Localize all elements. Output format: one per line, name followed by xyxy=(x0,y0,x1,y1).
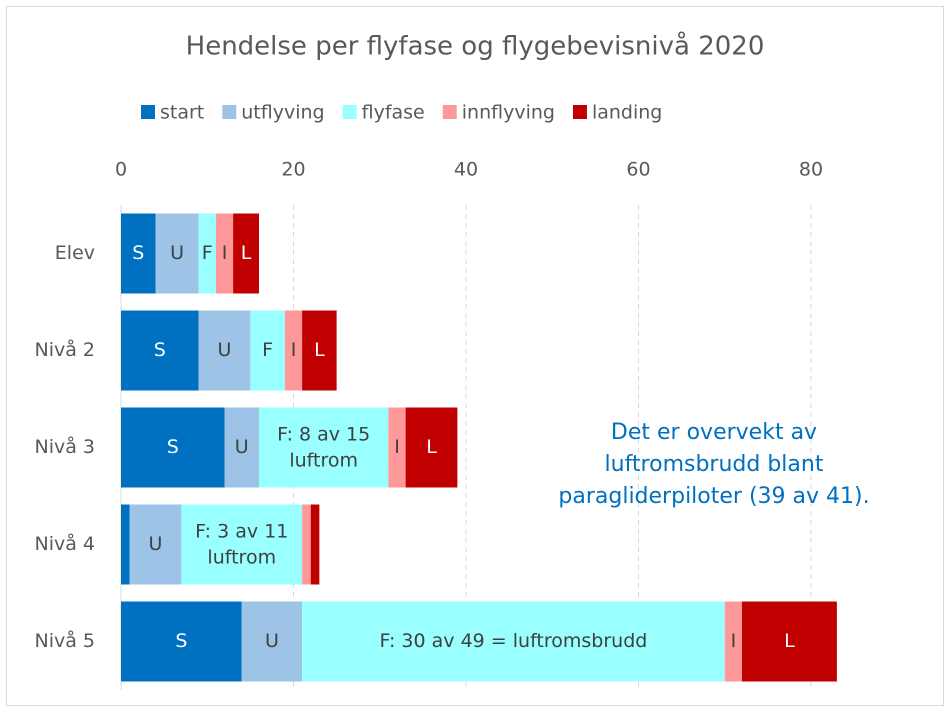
data-label: I xyxy=(222,242,228,264)
data-label: S xyxy=(175,630,187,652)
bar-segment xyxy=(742,601,837,682)
y-tick-label: Nivå 4 xyxy=(34,532,95,555)
bar-segment xyxy=(302,601,725,682)
bar-segment xyxy=(405,407,458,488)
data-label: S xyxy=(167,436,179,458)
bar-segment xyxy=(121,601,242,682)
data-label: U xyxy=(218,339,232,361)
bar-segment xyxy=(241,601,303,682)
data-label: U xyxy=(265,630,279,652)
legend-swatch xyxy=(442,105,457,119)
data-label: F xyxy=(202,242,213,264)
legend-label: landing xyxy=(592,102,662,124)
chart-title: Hendelse per flyfase og flygebevisnivå 2… xyxy=(186,31,765,62)
data-label: U xyxy=(149,533,163,555)
bar-segment xyxy=(121,504,130,585)
bar-segment xyxy=(198,213,216,294)
annotation: Det er overvekt av luftromsbrudd blant par… xyxy=(558,420,869,509)
y-tick-label: Nivå 3 xyxy=(34,435,95,458)
y-tick-label: Nivå 5 xyxy=(34,629,95,652)
data-label: I xyxy=(394,436,400,458)
data-label: I xyxy=(731,630,737,652)
bar-segment xyxy=(121,310,199,391)
legend-label: start xyxy=(160,102,204,124)
data-label: L xyxy=(241,242,252,264)
x-tick-label: 20 xyxy=(281,159,305,181)
bar-segment xyxy=(250,310,285,391)
legend-label: innflyving xyxy=(462,102,555,124)
bar-segment xyxy=(215,213,234,294)
bar-segment xyxy=(198,310,251,391)
data-label: I xyxy=(291,339,297,361)
legend-swatch xyxy=(141,105,155,119)
x-tick-label: 80 xyxy=(799,159,823,181)
y-tick-label: Elev xyxy=(55,242,95,264)
bar-segment xyxy=(233,213,259,294)
bar-segment xyxy=(155,213,199,294)
legend-label: flyfase xyxy=(362,102,425,124)
bar-segment xyxy=(121,407,225,488)
data-label: U xyxy=(235,436,249,458)
data-label: F: 8 av 15 luftrom xyxy=(277,423,370,471)
data-label: F: 30 av 49 = luftromsbrudd xyxy=(380,630,648,652)
data-label: F xyxy=(262,339,273,361)
data-label: S xyxy=(132,242,144,264)
data-label: L xyxy=(784,630,795,652)
data-label: U xyxy=(170,242,184,264)
bar-segment xyxy=(310,504,320,585)
data-label: L xyxy=(426,436,437,458)
data-label: F: 3 av 11 luftrom xyxy=(195,520,288,568)
x-tick-label: 0 xyxy=(115,159,127,181)
bar-segment xyxy=(302,310,337,391)
bar-segment xyxy=(129,504,182,585)
data-label: S xyxy=(154,339,166,361)
bar-segment xyxy=(388,407,406,488)
legend-swatch xyxy=(222,105,237,119)
bar-segment xyxy=(224,407,259,488)
bar-segment xyxy=(259,407,389,488)
bar-segment xyxy=(181,504,303,585)
y-tick-label: Nivå 2 xyxy=(34,338,95,361)
legend-swatch xyxy=(342,105,357,119)
bar-segment xyxy=(724,601,742,682)
x-tick-label: 40 xyxy=(454,159,478,181)
bar-segment xyxy=(121,213,156,294)
x-tick-label: 60 xyxy=(626,159,650,181)
bar-segment xyxy=(302,504,311,585)
data-label: L xyxy=(314,339,325,361)
legend-swatch xyxy=(572,105,587,119)
legend-label: utflyving xyxy=(241,102,324,124)
bar-segment xyxy=(284,310,303,391)
